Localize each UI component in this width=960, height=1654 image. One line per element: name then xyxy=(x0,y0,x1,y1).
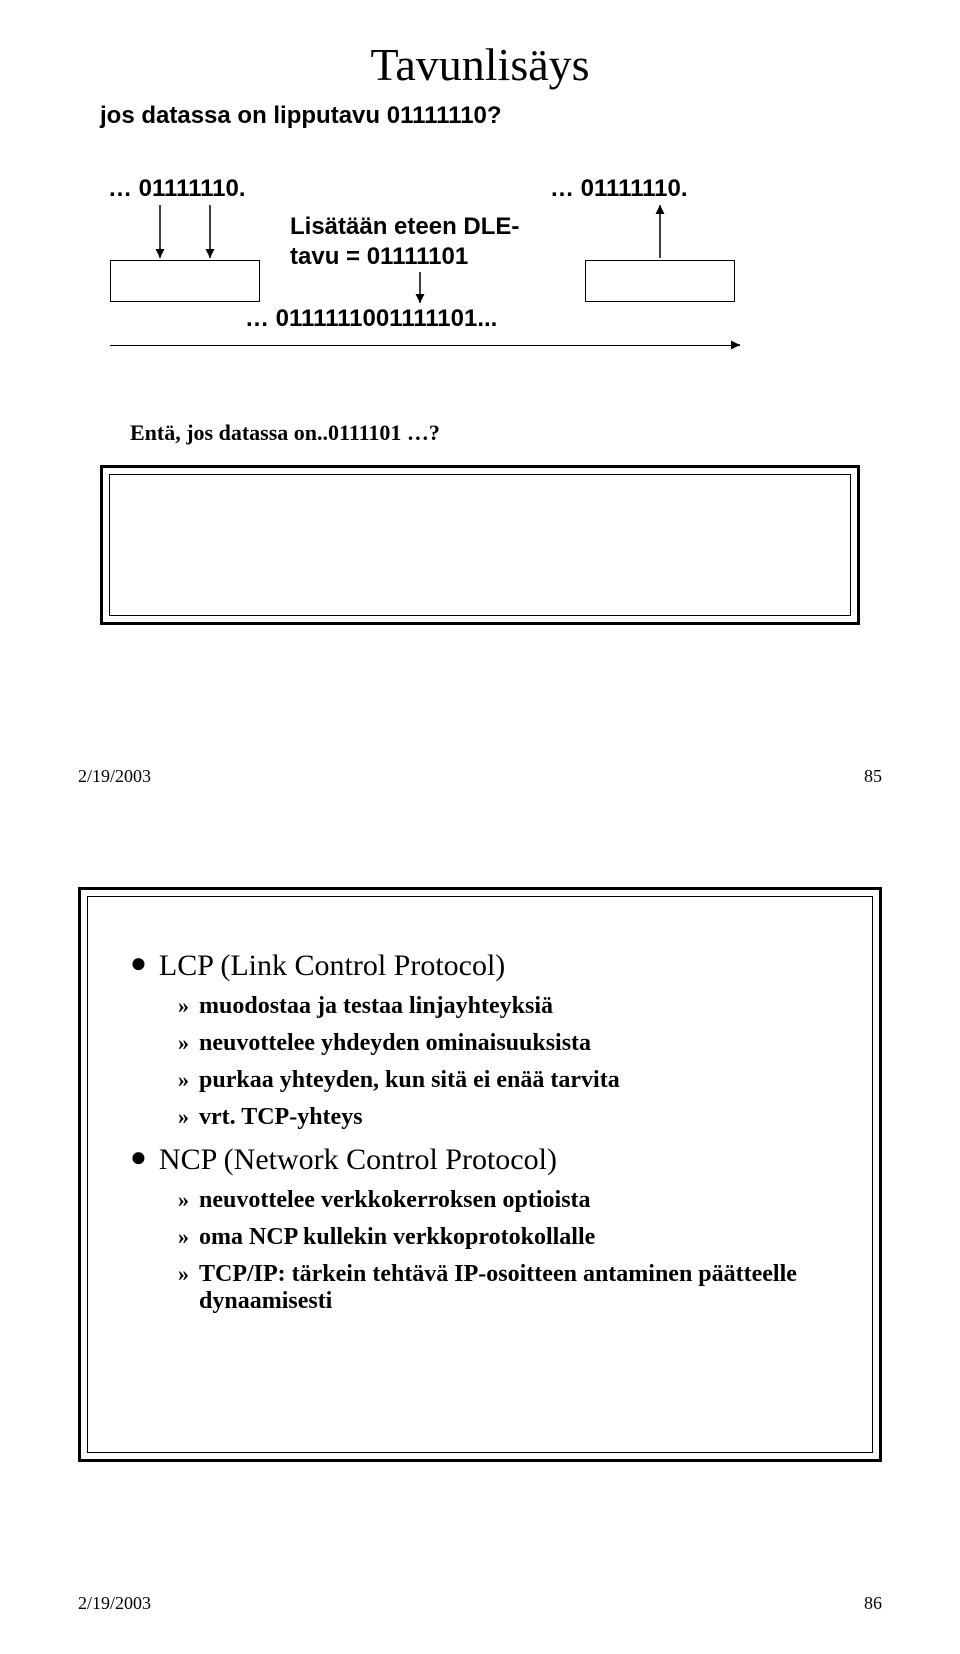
footer-page-2: 86 xyxy=(864,1593,882,1614)
result-seq: … 0111111001111101... xyxy=(245,305,497,333)
sub-bullet-arrow-icon: » xyxy=(178,1224,189,1250)
bullet-text: NCP (Network Control Protocol) xyxy=(159,1143,557,1177)
page-2: ● LCP (Link Control Protocol) » muodostaa j… xyxy=(0,827,960,1654)
sub-bullet-text: TCP/IP: tärkein tehtävä IP-osoitteen ant… xyxy=(199,1261,830,1315)
footer-page-1: 85 xyxy=(864,766,882,787)
bullet-dot-icon: ● xyxy=(130,949,147,979)
box-right xyxy=(585,260,735,302)
sub-bullet-row: » oma NCP kullekin verkkoprotokollalle xyxy=(178,1224,830,1251)
insert-label-1: Lisätään eteen DLE- xyxy=(290,213,519,241)
slide1-subtitle: jos datassa on lipputavu 01111110? xyxy=(100,102,502,130)
bullet-row: ● NCP (Network Control Protocol) xyxy=(130,1143,830,1177)
seq-left: … 01111110. xyxy=(108,175,246,203)
result-underline xyxy=(110,345,740,346)
insert-label-2: tavu = 01111101 xyxy=(290,243,468,271)
bullet-row: ● LCP (Link Control Protocol) xyxy=(130,949,830,983)
sub-bullet-arrow-icon: » xyxy=(178,1261,189,1287)
sub-bullet-row: » muodostaa ja testaa linjayhteyksiä xyxy=(178,993,830,1020)
sub-bullet-text: oma NCP kullekin verkkoprotokollalle xyxy=(199,1224,595,1251)
slide1-lower-frame-inner xyxy=(109,474,851,616)
seq-right: … 01111110. xyxy=(550,175,688,203)
question-line: Entä, jos datassa on..0111101 …? xyxy=(130,420,440,446)
bullet-dot-icon: ● xyxy=(130,1143,147,1173)
sub-bullet-row: » neuvottelee yhdeyden ominaisuuksista xyxy=(178,1030,830,1057)
sub-bullet-arrow-icon: » xyxy=(178,1030,189,1056)
sub-bullet-arrow-icon: » xyxy=(178,1187,189,1213)
sub-bullet-text: purkaa yhteyden, kun sitä ei enää tarvit… xyxy=(199,1067,620,1094)
sub-bullet-arrow-icon: » xyxy=(178,1067,189,1093)
sub-bullet-text: neuvottelee yhdeyden ominaisuuksista xyxy=(199,1030,591,1057)
box-left xyxy=(110,260,260,302)
sub-bullet-arrow-icon: » xyxy=(178,1104,189,1130)
footer-date-1: 2/19/2003 xyxy=(78,766,151,787)
sub-bullet-text: vrt. TCP-yhteys xyxy=(199,1104,363,1131)
sub-bullet-row: » neuvottelee verkkokerroksen optioista xyxy=(178,1187,830,1214)
sub-bullet-row: » vrt. TCP-yhteys xyxy=(178,1104,830,1131)
sub-bullet-row: » purkaa yhteyden, kun sitä ei enää tarvi… xyxy=(178,1067,830,1094)
bullets-container: ● LCP (Link Control Protocol) » muodostaa j… xyxy=(130,937,830,1315)
sub-bullet-row: » TCP/IP: tärkein tehtävä IP-osoitteen an… xyxy=(178,1261,830,1315)
slide1-lower-frame xyxy=(100,465,860,625)
page-1: Tavunlisäys jos datassa on lipputavu 011… xyxy=(0,0,960,827)
sub-bullet-arrow-icon: » xyxy=(178,993,189,1019)
footer-date-2: 2/19/2003 xyxy=(78,1593,151,1614)
slide1-title: Tavunlisäys xyxy=(0,38,960,91)
sub-bullet-text: neuvottelee verkkokerroksen optioista xyxy=(199,1187,591,1214)
sub-bullet-text: muodostaa ja testaa linjayhteyksiä xyxy=(199,993,553,1020)
bullet-text: LCP (Link Control Protocol) xyxy=(159,949,505,983)
